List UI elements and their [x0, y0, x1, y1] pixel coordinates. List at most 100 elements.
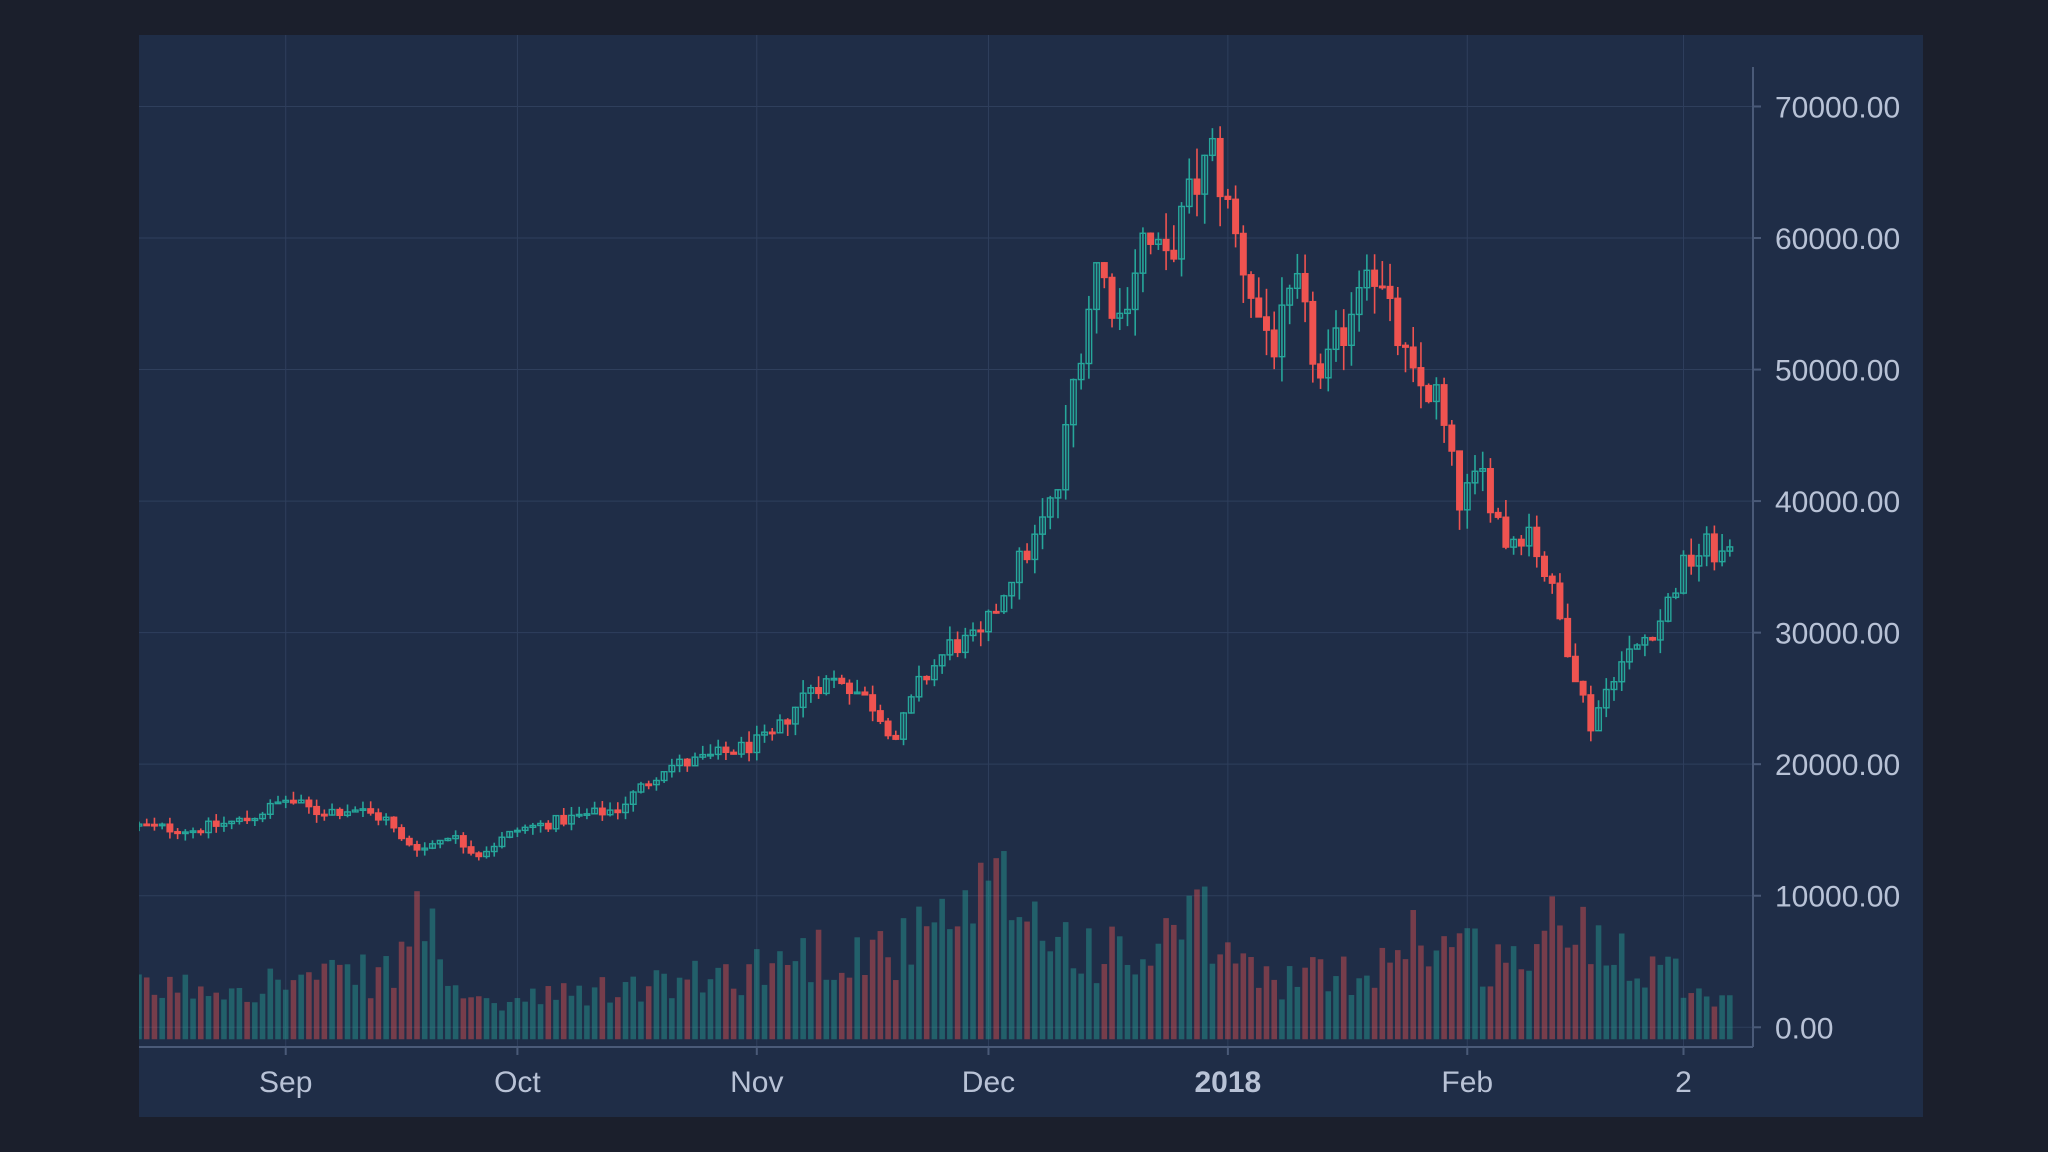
volume-bar	[908, 964, 915, 1040]
volume-bar	[862, 974, 868, 1040]
volume-bar	[1178, 939, 1185, 1040]
volume-bar	[1425, 966, 1432, 1040]
candle-down	[1162, 238, 1170, 252]
volume-bar	[244, 1001, 250, 1040]
volume-bar	[560, 983, 567, 1040]
candle-up	[575, 813, 583, 817]
candle-down	[1108, 276, 1116, 319]
y-tick-label: 70000.00	[1775, 91, 1900, 124]
candle-down	[598, 807, 606, 816]
volume-bar	[1171, 924, 1177, 1040]
volume-bar	[159, 997, 165, 1040]
volume-bar	[699, 992, 706, 1040]
candle-up	[1347, 313, 1355, 347]
volume-bar	[452, 985, 459, 1040]
candle-up	[938, 654, 946, 667]
candle-down	[367, 808, 375, 814]
volume-bar	[1433, 950, 1440, 1040]
candle-down	[1494, 511, 1502, 518]
volume-bar	[630, 976, 637, 1040]
candle-down	[768, 731, 776, 735]
volume-bar	[1101, 964, 1108, 1040]
candle-down	[413, 844, 421, 851]
volume-bar	[800, 938, 806, 1040]
candle-up	[1185, 178, 1193, 208]
volume-bar	[545, 986, 552, 1040]
candle-up	[622, 803, 629, 814]
candle-up	[1355, 286, 1363, 316]
volume-bar	[1441, 936, 1447, 1040]
volume-bar	[916, 906, 922, 1040]
candle-down	[336, 808, 344, 817]
candle-up	[421, 847, 429, 851]
volume-bar	[445, 985, 451, 1040]
volume-bar	[491, 1003, 498, 1040]
candle-up	[961, 634, 969, 654]
candle-up	[969, 629, 977, 637]
candle-up	[1085, 308, 1093, 365]
candle-up	[1525, 526, 1533, 547]
volume-bar	[1418, 945, 1424, 1040]
volume-bar	[1271, 979, 1277, 1040]
volume-bar	[985, 880, 992, 1040]
volume-bar	[653, 970, 660, 1040]
candle-up	[629, 791, 637, 805]
candle-up	[359, 808, 367, 812]
volume-bar	[1310, 957, 1316, 1040]
volume-bar	[1727, 995, 1733, 1040]
volume-bar	[715, 967, 721, 1040]
volume-bar	[730, 988, 737, 1040]
candle-down	[1417, 367, 1425, 387]
candle-down	[784, 719, 792, 725]
volume-bar	[1001, 851, 1007, 1040]
candle-up	[1139, 232, 1147, 274]
volume-bar	[1533, 944, 1540, 1040]
candle-up	[1718, 550, 1726, 563]
candle-up	[830, 677, 838, 681]
candle-down	[645, 783, 653, 787]
volume-bar	[900, 918, 907, 1040]
volume-bar	[669, 998, 675, 1040]
volume-bar	[1541, 930, 1548, 1040]
candle-up	[1054, 489, 1062, 499]
volume-bar	[1603, 965, 1610, 1040]
volume-bar	[1402, 959, 1409, 1040]
candle-down	[1371, 269, 1379, 287]
volume-bar	[476, 996, 482, 1040]
candle-up	[205, 820, 212, 834]
volume-bar	[1317, 959, 1324, 1040]
candle-up	[506, 830, 514, 838]
candle-down	[390, 816, 398, 829]
candle-up	[606, 809, 614, 816]
volume-bar	[1394, 950, 1401, 1040]
candle-up	[1703, 533, 1711, 557]
candle-down	[923, 675, 931, 681]
volume-bar	[1302, 967, 1308, 1040]
candle-down	[1564, 617, 1572, 658]
candle-down	[475, 852, 483, 858]
volume-bar	[228, 988, 235, 1040]
volume-bar	[954, 926, 961, 1040]
volume-bar	[838, 972, 845, 1040]
x-tick-label: 2018	[1194, 1066, 1261, 1099]
volume-bar	[483, 998, 490, 1040]
candle-up	[1116, 312, 1124, 319]
volume-bar	[1703, 996, 1710, 1040]
y-tick-label: 20000.00	[1775, 749, 1900, 782]
candle-up	[1278, 304, 1286, 358]
volume-bar	[460, 998, 467, 1040]
volume-bar	[962, 890, 969, 1040]
candle-up	[660, 771, 668, 782]
candle-down	[1239, 232, 1247, 276]
candle-up	[1286, 287, 1294, 306]
volume-bar	[684, 979, 691, 1040]
candle-up	[351, 809, 359, 813]
volume-bar	[947, 929, 953, 1040]
candle-down	[1394, 297, 1402, 347]
volume-bar	[437, 959, 443, 1040]
candle-down	[398, 827, 406, 840]
candle-up	[907, 696, 915, 714]
volume-bar	[1232, 963, 1239, 1040]
candle-up	[1123, 308, 1131, 315]
candle-down	[313, 805, 321, 816]
